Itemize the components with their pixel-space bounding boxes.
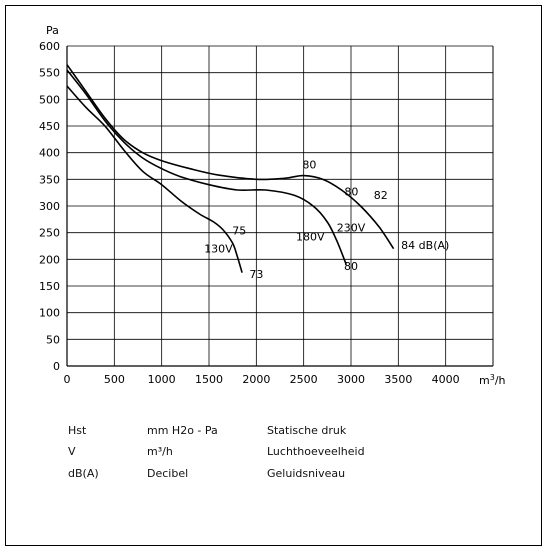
figure-frame: [5, 5, 542, 546]
curve-230v: [66, 64, 395, 250]
x-tick-label: 3000: [337, 373, 365, 386]
y-tick-label: 300: [39, 200, 60, 213]
legend-row: dB(A) Decibel Geluidsniveau: [0, 467, 520, 483]
y-tick-label: 200: [39, 253, 60, 266]
x-tick-label: 2500: [290, 373, 318, 386]
legend-unit: Decibel: [147, 467, 189, 480]
y-tick-label: 400: [39, 147, 60, 160]
annotation-label: 84 dB(A): [401, 239, 449, 252]
tick-labels: 0 500 1000 1500 2000 2500 3000 3500 4000 0 50 100 15…: [39, 40, 460, 386]
y-tick-label: 550: [39, 67, 60, 80]
legend-unit: mm H2o - Pa: [147, 424, 218, 437]
x-tick-label: 3500: [384, 373, 412, 386]
x-tick-label: 2000: [242, 373, 270, 386]
curve-130v: [66, 85, 243, 273]
legend-unit: m³/h: [147, 445, 173, 458]
annotation-label: 130V: [204, 242, 233, 255]
x-axis-label: m3/h: [479, 373, 506, 387]
annotation-label: 75: [232, 224, 246, 237]
grid: [66, 45, 494, 367]
fan-curves: [66, 64, 395, 273]
x-tick-label: 1500: [195, 373, 223, 386]
y-tick-label: 350: [39, 173, 60, 186]
legend-row: V m³/h Luchthoeveelheid: [0, 445, 520, 461]
y-tick-label: 500: [39, 93, 60, 106]
curve-180v: [66, 69, 348, 265]
y-tick-label: 450: [39, 120, 60, 133]
legend-symbol: dB(A): [68, 467, 99, 480]
legend-row: Hst mm H2o - Pa Statische druk: [0, 424, 520, 440]
legend-meaning: Statische druk: [267, 424, 347, 437]
annotation-label: 230V: [337, 222, 366, 235]
y-tick-label: 100: [39, 307, 60, 320]
x-tick-label: 500: [104, 373, 125, 386]
annotation-label: 180V: [296, 231, 325, 244]
legend-symbol: Hst: [68, 424, 87, 437]
y-tick-label: 250: [39, 227, 60, 240]
y-axis-label: Pa: [46, 24, 59, 37]
y-tick-label: 0: [53, 360, 60, 373]
annotation-label: 80: [302, 159, 316, 172]
annotation-label: 73: [249, 268, 263, 281]
y-tick-label: 150: [39, 280, 60, 293]
annotation-label: 80: [344, 185, 358, 198]
legend-meaning: Geluidsniveau: [267, 467, 346, 480]
x-tick-label: 4000: [432, 373, 460, 386]
annotation-label: 80: [344, 260, 358, 273]
curve-annotations: 75 130V 73 80 180V 80 230V 80 82 84 dB(A): [204, 159, 449, 281]
annotation-label: 82: [374, 189, 388, 202]
y-tick-label: 600: [39, 40, 60, 53]
legend-meaning: Luchthoeveelheid: [267, 445, 365, 458]
y-tick-label: 50: [46, 333, 60, 346]
x-tick-label: 1000: [148, 373, 176, 386]
x-tick-label: 0: [64, 373, 71, 386]
legend-symbol: V: [68, 445, 76, 458]
